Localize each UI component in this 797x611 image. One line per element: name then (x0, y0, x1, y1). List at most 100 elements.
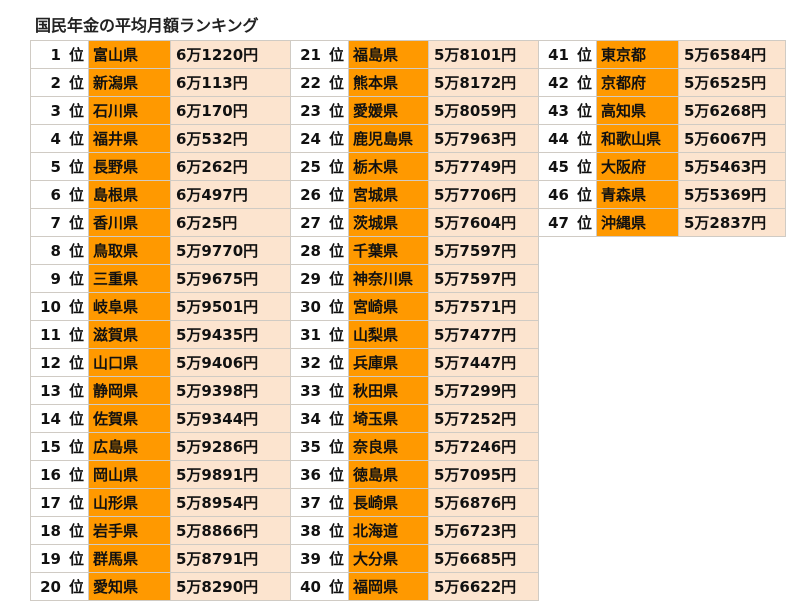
prefecture-cell: 愛媛県 (348, 96, 429, 125)
rank-number: 12 (40, 354, 61, 372)
prefecture-cell: 京都府 (596, 68, 679, 97)
amount-cell: 5万9891円 (170, 460, 291, 489)
table-row: 4 位福井県 6万532円 (30, 124, 291, 153)
rank-cell: 45 位 (538, 152, 597, 181)
prefecture-cell: 広島県 (88, 432, 171, 461)
table-row: 29 位神奈川県 5万7597円 (290, 264, 539, 293)
table-row: 6 位島根県 6万497円 (30, 180, 291, 209)
rank-number: 32 (300, 354, 321, 372)
rank-suffix: 位 (328, 438, 344, 456)
prefecture-cell: 宮崎県 (348, 292, 429, 321)
amount-cell: 5万6067円 (678, 124, 786, 153)
rank-cell: 21 位 (290, 40, 349, 69)
table-row: 20 位愛知県 5万8290円 (30, 572, 291, 601)
table-row: 23 位愛媛県 5万8059円 (290, 96, 539, 125)
amount-cell: 6万497円 (170, 180, 291, 209)
rank-cell: 44 位 (538, 124, 597, 153)
prefecture-cell: 沖縄県 (596, 208, 679, 237)
rank-suffix: 位 (328, 382, 344, 400)
table-row: 40 位福岡県 5万6622円 (290, 572, 539, 601)
table-row: 27 位茨城県 5万7604円 (290, 208, 539, 237)
table-row: 31 位山梨県 5万7477円 (290, 320, 539, 349)
table-row: 38 位北海道 5万6723円 (290, 516, 539, 545)
rank-cell: 32 位 (290, 348, 349, 377)
prefecture-cell: 佐賀県 (88, 404, 171, 433)
amount-cell: 5万8791円 (170, 544, 291, 573)
amount-cell: 5万6268円 (678, 96, 786, 125)
rank-number: 7 (50, 214, 61, 232)
prefecture-cell: 岩手県 (88, 516, 171, 545)
prefecture-cell: 高知県 (596, 96, 679, 125)
rank-suffix: 位 (68, 270, 84, 288)
rank-suffix: 位 (68, 186, 84, 204)
table-row: 19 位群馬県 5万8791円 (30, 544, 291, 573)
rank-suffix: 位 (576, 102, 592, 120)
rank-cell: 39 位 (290, 544, 349, 573)
amount-cell: 5万7597円 (428, 236, 539, 265)
amount-cell: 5万7597円 (428, 264, 539, 293)
table-row: 33 位秋田県 5万7299円 (290, 376, 539, 405)
amount-cell: 5万5369円 (678, 180, 786, 209)
rank-suffix: 位 (68, 130, 84, 148)
table-row: 36 位徳島県 5万7095円 (290, 460, 539, 489)
prefecture-cell: 長崎県 (348, 488, 429, 517)
rank-number: 11 (40, 326, 61, 344)
rank-cell: 25 位 (290, 152, 349, 181)
prefecture-cell: 山形県 (88, 488, 171, 517)
prefecture-cell: 大阪府 (596, 152, 679, 181)
rank-number: 41 (548, 46, 569, 64)
rank-number: 36 (300, 466, 321, 484)
rank-suffix: 位 (328, 270, 344, 288)
table-row: 22 位熊本県 5万8172円 (290, 68, 539, 97)
prefecture-cell: 滋賀県 (88, 320, 171, 349)
rank-suffix: 位 (576, 130, 592, 148)
rank-number: 26 (300, 186, 321, 204)
rank-suffix: 位 (68, 326, 84, 344)
rank-number: 29 (300, 270, 321, 288)
rank-number: 25 (300, 158, 321, 176)
rank-number: 9 (50, 270, 61, 288)
amount-cell: 5万6876円 (428, 488, 539, 517)
rank-suffix: 位 (68, 354, 84, 372)
prefecture-cell: 石川県 (88, 96, 171, 125)
rank-number: 22 (300, 74, 321, 92)
rank-number: 15 (40, 438, 61, 456)
rank-cell: 15 位 (30, 432, 89, 461)
table-row: 15 位広島県 5万9286円 (30, 432, 291, 461)
amount-cell: 5万8290円 (170, 572, 291, 601)
table-row: 46 位青森県 5万5369円 (538, 180, 786, 209)
rank-suffix: 位 (328, 494, 344, 512)
rank-number: 37 (300, 494, 321, 512)
table-row: 16 位岡山県 5万9891円 (30, 460, 291, 489)
rank-number: 40 (300, 578, 321, 596)
rank-suffix: 位 (328, 522, 344, 540)
table-row: 8 位鳥取県 5万9770円 (30, 236, 291, 265)
ranking-table-1: 1 位富山県 6万1220円 2 位新潟県 6万113円 3 位石川県 6万170円 4 位福井県 6… (30, 40, 291, 601)
rank-cell: 22 位 (290, 68, 349, 97)
rank-number: 17 (40, 494, 61, 512)
rank-number: 23 (300, 102, 321, 120)
rank-suffix: 位 (68, 46, 84, 64)
table-row: 34 位埼玉県 5万7252円 (290, 404, 539, 433)
table-row: 47 位沖縄県 5万2837円 (538, 208, 786, 237)
rank-cell: 38 位 (290, 516, 349, 545)
rank-suffix: 位 (68, 382, 84, 400)
rank-cell: 11 位 (30, 320, 89, 349)
rank-number: 21 (300, 46, 321, 64)
table-row: 25 位栃木県 5万7749円 (290, 152, 539, 181)
prefecture-cell: 島根県 (88, 180, 171, 209)
rank-number: 6 (50, 186, 61, 204)
prefecture-cell: 福島県 (348, 40, 429, 69)
amount-cell: 6万25円 (170, 208, 291, 237)
prefecture-cell: 長野県 (88, 152, 171, 181)
rank-cell: 42 位 (538, 68, 597, 97)
table-row: 32 位兵庫県 5万7447円 (290, 348, 539, 377)
amount-cell: 5万7604円 (428, 208, 539, 237)
rank-number: 31 (300, 326, 321, 344)
table-row: 7 位香川県 6万25円 (30, 208, 291, 237)
table-row: 39 位大分県 5万6685円 (290, 544, 539, 573)
rank-cell: 13 位 (30, 376, 89, 405)
